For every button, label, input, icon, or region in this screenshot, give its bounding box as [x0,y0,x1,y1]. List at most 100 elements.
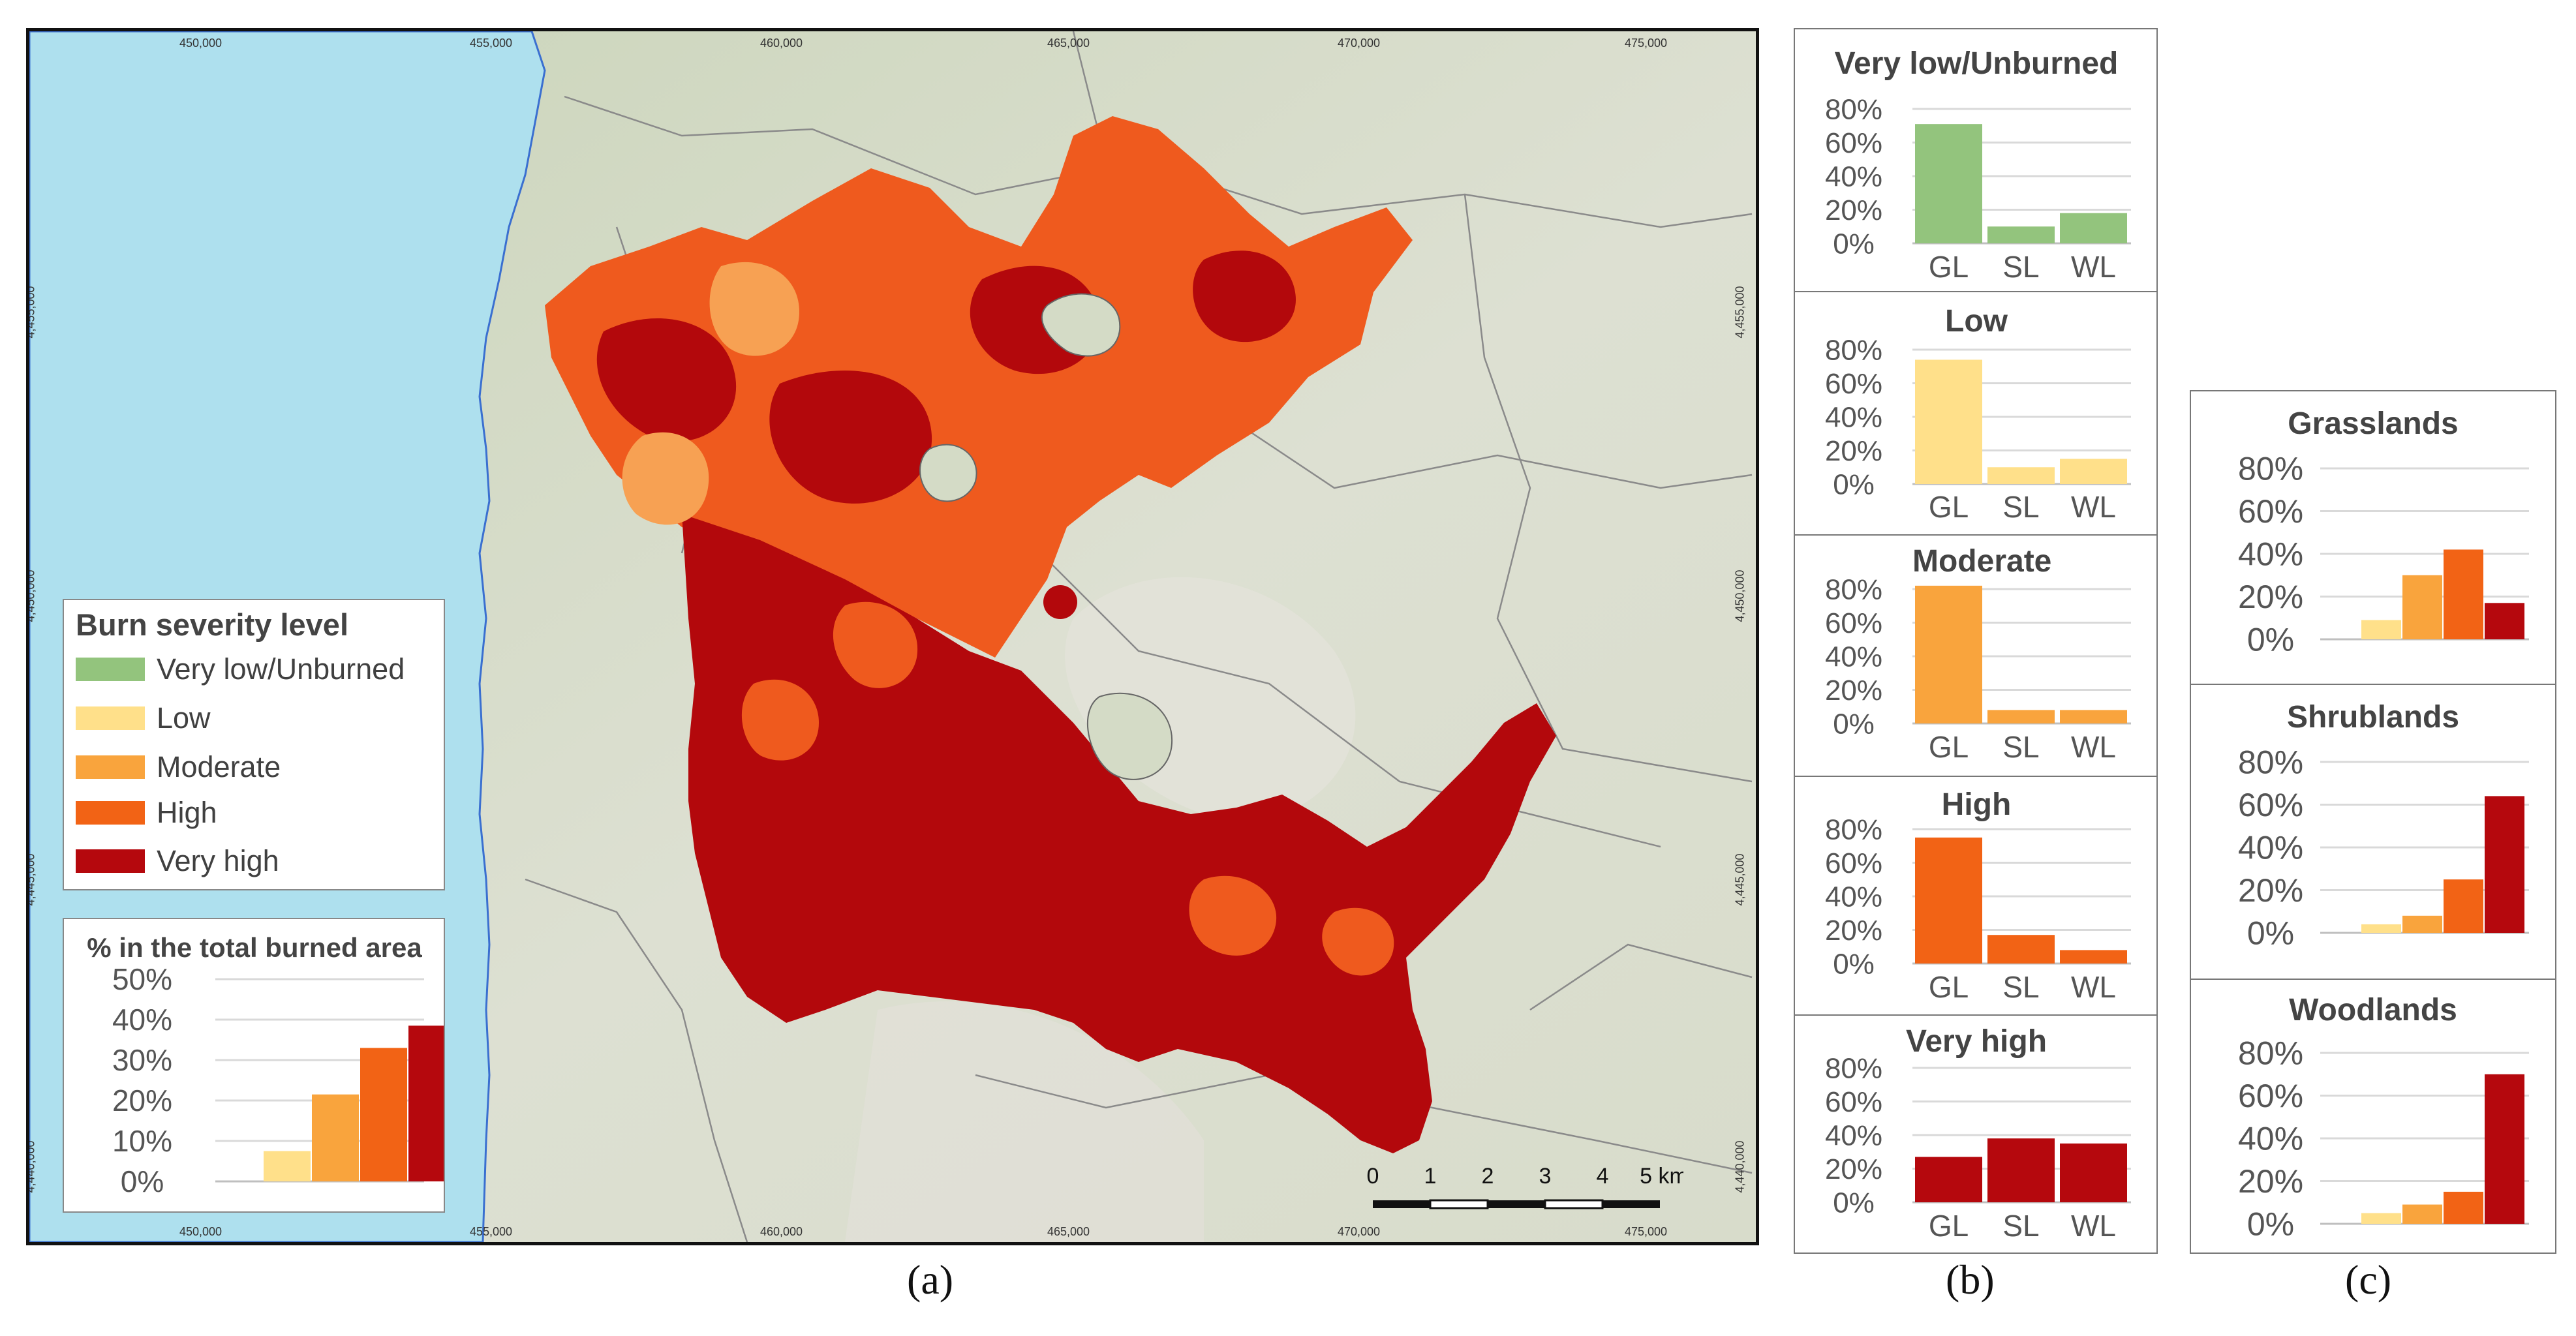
legend-item: Low [76,699,211,738]
x-category-label: WL [2071,1209,2116,1243]
burned-patch [596,318,737,442]
scale-segment [1429,1199,1489,1209]
coord-bottom: 470,000 [1338,1225,1381,1238]
bar [1915,359,1982,484]
coord-left: 4,445,000 [26,853,37,906]
unburned-island [1041,293,1121,357]
y-tick-label: 40% [112,1003,172,1037]
y-tick-label: 60% [2238,493,2303,530]
legend-swatch [76,706,145,730]
y-tick-label: 80% [1825,813,1882,845]
scale-tick-label: 4 [1597,1164,1609,1189]
x-category-label: SL [2002,970,2039,1004]
y-tick-label: 80% [1825,93,1882,125]
y-tick-label: 40% [1825,1119,1882,1151]
bar [2060,459,2127,484]
coord-left: 4,440,000 [26,1140,37,1193]
y-tick-label: 20% [1825,1153,1882,1185]
y-tick-label: 0% [1833,948,1875,980]
bar [1915,1157,1982,1202]
legend-label: Very low/Unburned [157,652,405,686]
x-category-label: WL [2071,730,2116,764]
legend-item: High [76,793,217,832]
coord-top: 465,000 [1047,37,1090,50]
y-tick-label: 80% [2238,744,2303,781]
chart-title: Low [1945,304,2008,339]
hillshade [845,1001,1204,1242]
bar [2485,1074,2524,1224]
y-tick-label: 40% [2238,1121,2303,1157]
coord-left: 4,450,000 [26,569,37,622]
chart-moderate-svg: Moderate 0%20%40%60%80% GL SL WL [1825,544,2131,764]
coord-left: 4,455,000 [26,286,37,339]
legend-item: Very high [76,842,279,881]
legend-label: Very high [157,844,279,877]
legend-item: Very low/Unburned [76,650,405,689]
scale-segment [1488,1200,1545,1208]
bar [1915,585,1982,723]
chart-panel-grasslands: Grasslands 0% 20% 40% 60% 80% [2190,390,2556,685]
chart-very-high-svg: Very high 0%20%40%60%80% GL SL WL [1825,1024,2131,1243]
chart-panel-high: High 0% 20% 40% 60% 80% GL SL WL [1794,776,2158,1016]
y-tick-label: 80% [1825,1052,1882,1084]
x-category-label: SL [2002,730,2039,764]
bar [2444,879,2483,933]
caption-b: (b) [1946,1256,1995,1303]
scale-tick-label: 3 [1539,1164,1552,1189]
y-tick-label: 20% [1825,435,1882,467]
scale-segment [1373,1200,1430,1208]
legend: Burn severity level Very low/Unburned Lo… [63,599,445,890]
burned-patch [1322,907,1394,976]
y-tick-label: 60% [1825,607,1882,639]
burned-patch [1189,875,1277,956]
y-tick-label: 20% [112,1084,172,1117]
bar [360,1048,407,1181]
coord-bottom: 455,000 [470,1225,513,1238]
burned-patch [1193,250,1296,342]
bar [2361,924,2401,933]
x-category-label: GL [1929,1209,1969,1243]
bar [2361,1213,2401,1224]
coord-bottom: 475,000 [1625,1225,1668,1238]
unburned-island [919,444,977,502]
y-tick-label: 20% [2238,579,2303,615]
caption-a: (a) [907,1256,954,1303]
coord-top: 475,000 [1625,37,1668,50]
y-tick-label: 0% [1833,708,1875,740]
total-burned-area-chart-svg: % in the total burned area 0% 10% 20% 30% 40%… [87,932,455,1198]
x-category-label: GL [1929,250,1969,284]
y-tick-label: 80% [1825,573,1882,605]
x-category-label: SL [2002,1209,2039,1243]
y-tick-label: 0% [1833,228,1875,260]
chart-panel-low: Low 0% 20% 40% 60% 80% GL SL WL [1794,291,2158,536]
chart-title: % in the total burned area [87,932,422,963]
chart-grasslands-svg: Grasslands 0% 20% 40% 60% 80% [2238,406,2529,658]
chart-high-svg: High 0%20%40%60%80% GL SL WL [1825,787,2131,1004]
bar [2402,1204,2442,1224]
coord-top: 450,000 [179,37,222,50]
coord-top: 455,000 [470,37,513,50]
scale-bar: 0 1 2 3 4 5 km [1357,1155,1688,1220]
chart-woodlands-svg: Woodlands 0% 20% 40% 60% 80% [2238,993,2529,1243]
scale-tick-label: 2 [1482,1164,1494,1189]
chart-panel-very-high: Very high 0% 20% 40% 60% 80% GL SL WL [1794,1014,2158,1254]
y-tick-label: 30% [112,1043,172,1077]
legend-swatch [76,658,145,681]
bar [2485,603,2524,639]
x-category-label: GL [1929,490,1969,524]
burned-patch [709,262,799,356]
chart-panel-moderate: Moderate 0% 20% 40% 60% 80% GL SL WL [1794,534,2158,777]
legend-item: Moderate [76,748,281,787]
coord-right: 4,440,000 [1733,1140,1747,1193]
x-category-label: SL [2002,250,2039,284]
y-tick-label: 60% [1825,1086,1882,1118]
total-burned-area-chart: % in the total burned area 0% 10% 20% 30% 40%… [63,918,455,1213]
bar [1987,1138,2055,1202]
y-tick-label: 0% [2247,915,2294,952]
chart-title: Woodlands [2289,993,2457,1027]
y-tick-label: 20% [1825,915,1882,947]
chart-title: Very high [1906,1024,2047,1059]
y-tick-label: 0% [121,1164,164,1198]
legend-label: Low [157,701,211,735]
bar [2060,1143,2127,1202]
